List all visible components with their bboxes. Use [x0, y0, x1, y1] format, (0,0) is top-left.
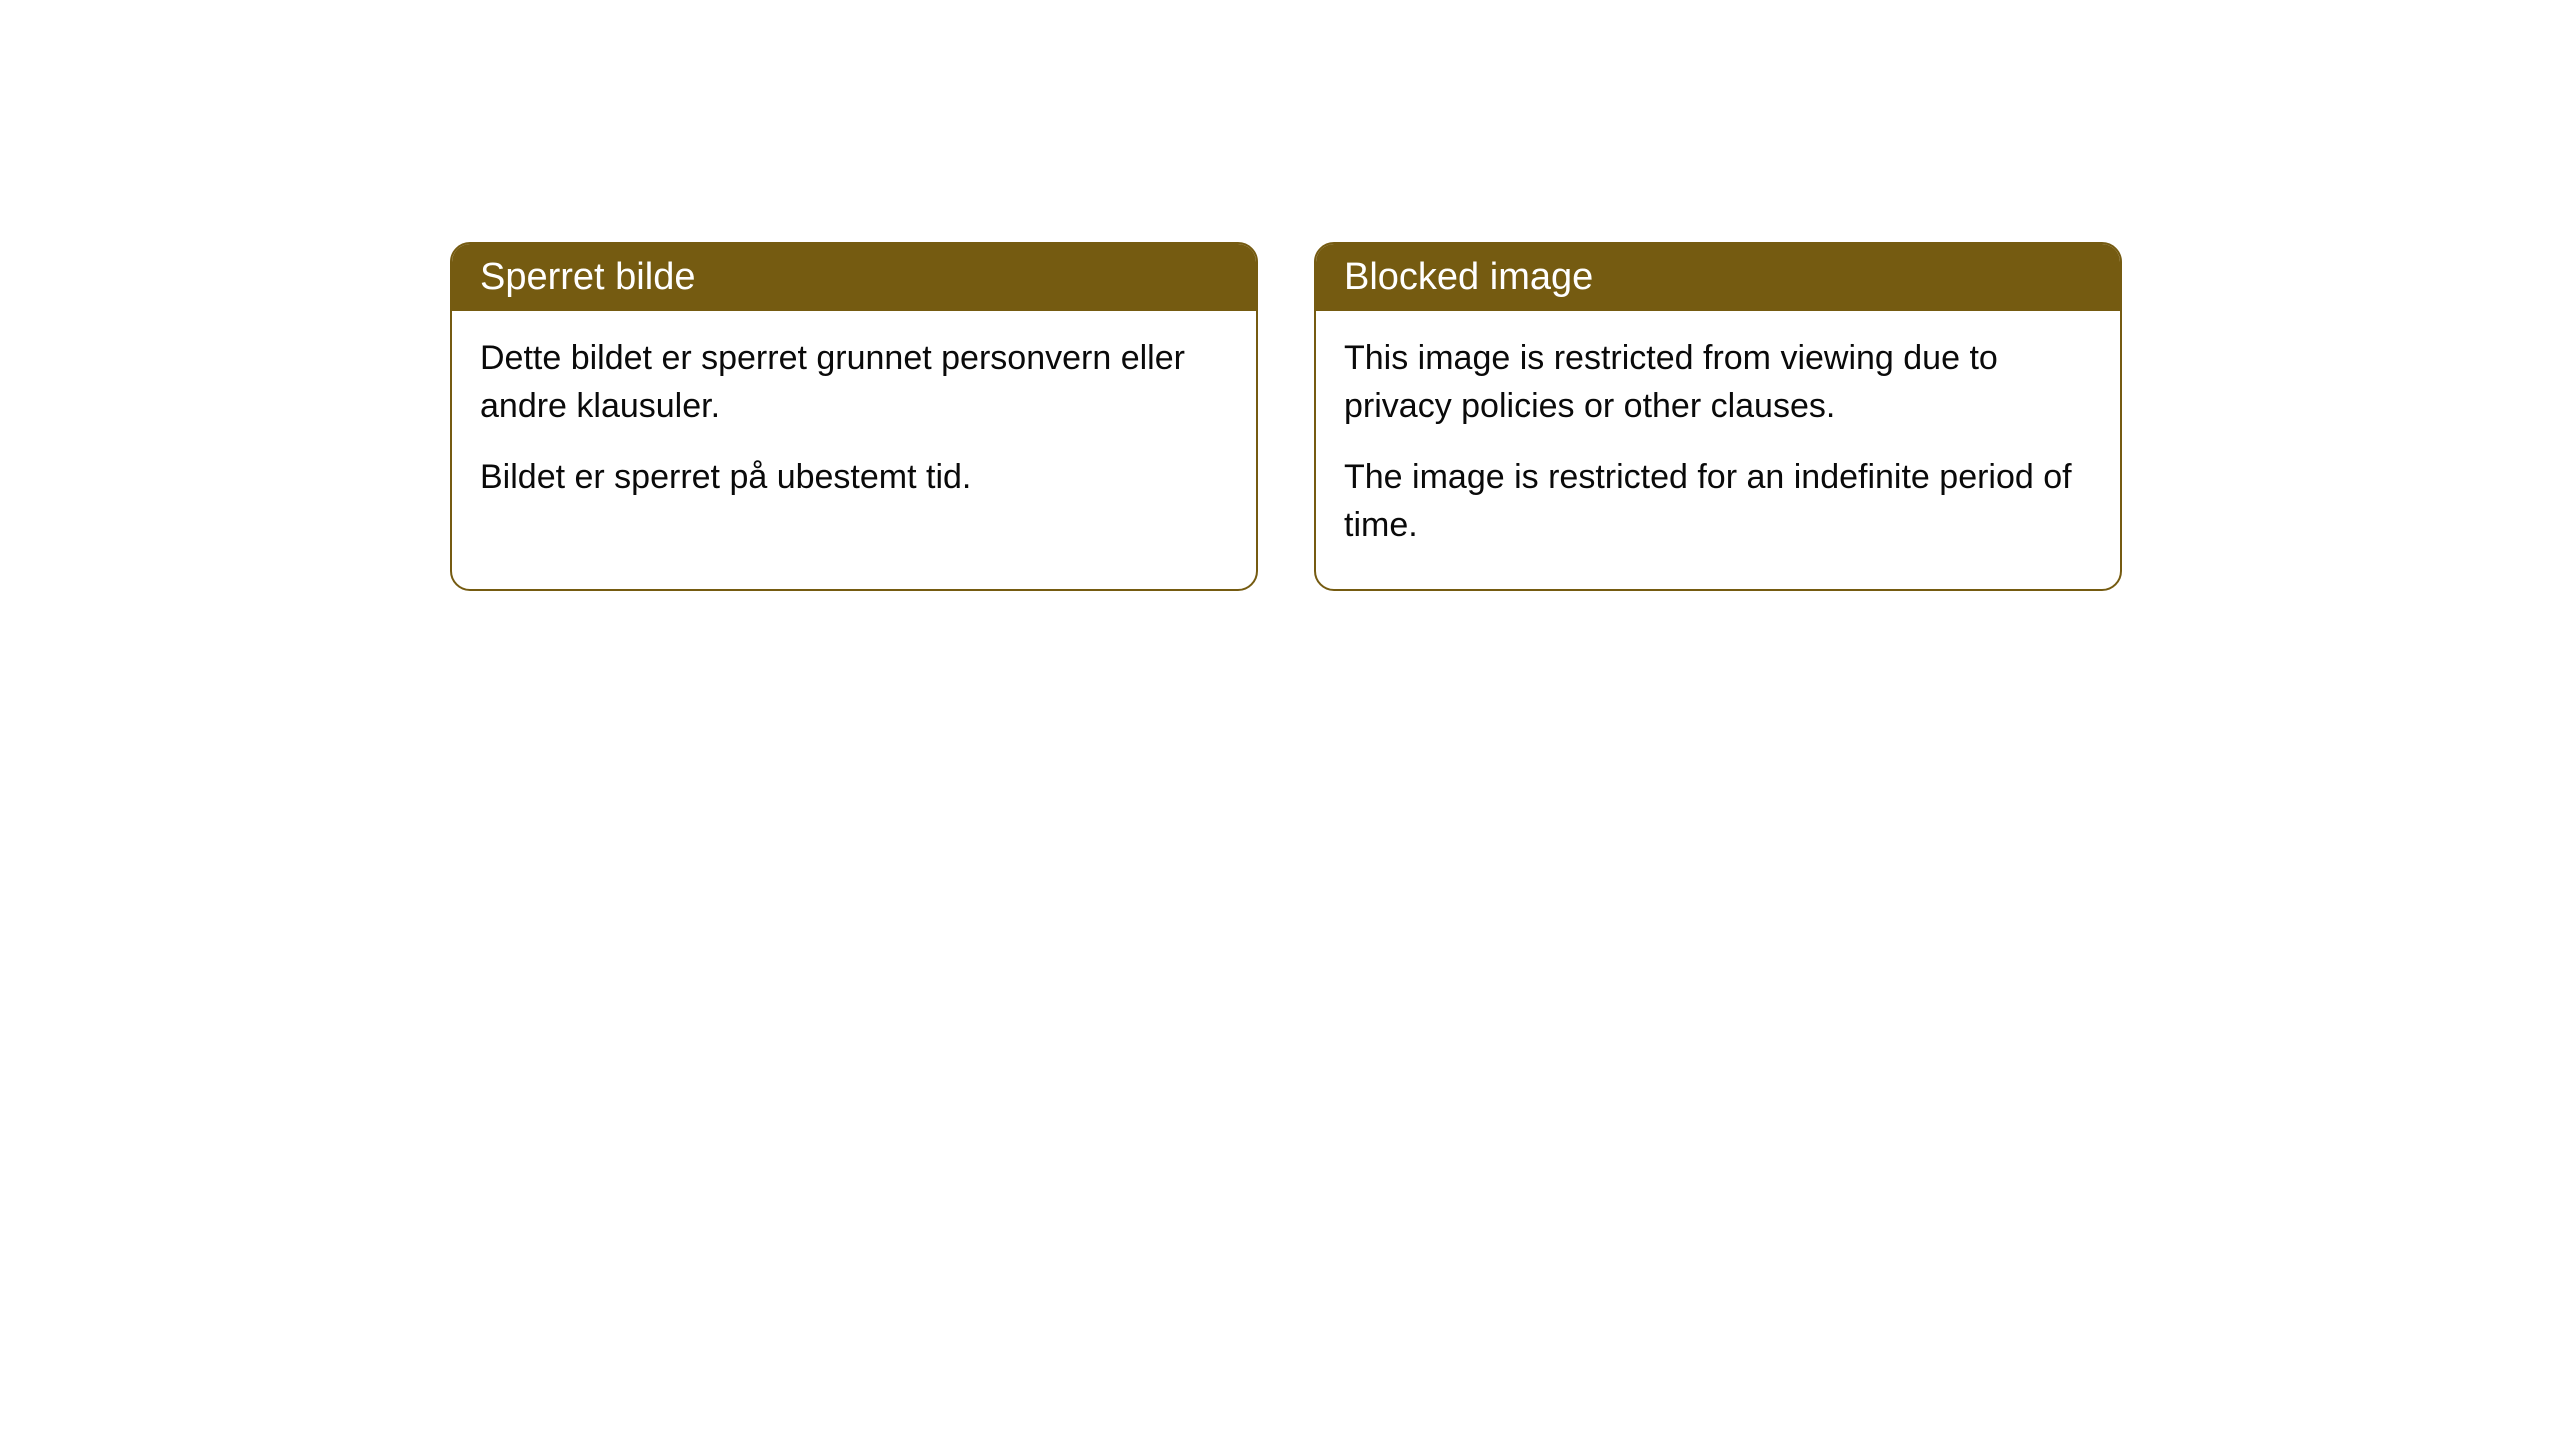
card-paragraph-1: Dette bildet er sperret grunnet personve…: [480, 335, 1228, 430]
card-header-norwegian: Sperret bilde: [452, 244, 1256, 311]
card-body-english: This image is restricted from viewing du…: [1316, 311, 2120, 589]
card-paragraph-1: This image is restricted from viewing du…: [1344, 335, 2092, 430]
card-paragraph-2: The image is restricted for an indefinit…: [1344, 454, 2092, 549]
cards-container: Sperret bilde Dette bildet er sperret gr…: [450, 242, 2122, 591]
card-english: Blocked image This image is restricted f…: [1314, 242, 2122, 591]
card-norwegian: Sperret bilde Dette bildet er sperret gr…: [450, 242, 1258, 591]
card-paragraph-2: Bildet er sperret på ubestemt tid.: [480, 454, 1228, 502]
card-body-norwegian: Dette bildet er sperret grunnet personve…: [452, 311, 1256, 542]
card-header-english: Blocked image: [1316, 244, 2120, 311]
